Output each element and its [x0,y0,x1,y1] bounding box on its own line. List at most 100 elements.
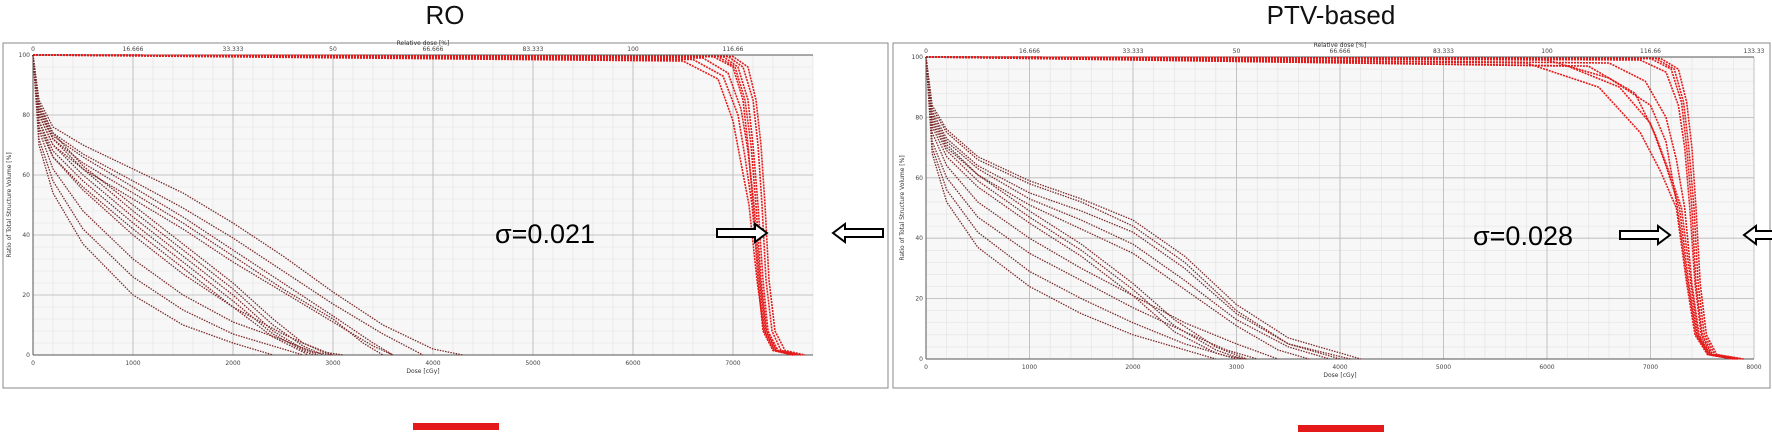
oar-dvh-line-11 [925,56,1237,360]
target-dvh-line-3 [32,54,796,356]
oar-dvh-line-18 [32,54,304,356]
y-axis-label: Ratio of Total Structure Volume [%] [6,152,13,257]
top-tick-label: 16.666 [123,46,144,53]
y-tick-label: 60 [22,172,30,179]
y-axis-label: Ratio of Total Structure Volume [%] [899,155,906,260]
y-tick-label: 60 [915,175,923,182]
x-axis-label: Dose [cGy] [1323,372,1356,379]
x-tick-label: 6000 [625,360,640,367]
x-tick-label: 7000 [1643,364,1658,371]
arrow-right-pointing-icon [716,222,769,244]
top-tick-label: 33.333 [1123,48,1144,55]
x-tick-label: 7000 [725,360,740,367]
top-tick-label: 83.333 [1433,48,1454,55]
panel-title-ptv-based: PTV-based [1266,0,1396,30]
oar-dvh-line-13 [925,56,1361,360]
x-axis-label: Dose [cGy] [406,368,439,375]
target-dvh-line-2 [32,54,802,356]
top-tick-label: 116.66 [723,46,744,53]
target-dvh-line-4 [32,54,794,356]
top-tick-label: 50 [1233,48,1241,55]
y-tick-label: 0 [26,352,30,359]
chart-panel-1: 0 1000 2000 3000 4000 5000 6000 7000 80000204060… [892,42,1772,432]
x-tick-label: 0 [924,364,928,371]
x-tick-label: 5000 [525,360,540,367]
top-tick-label: 133.33 [1744,48,1765,55]
oar-dvh-line-17 [32,54,334,356]
x-tick-label: 4000 [425,360,440,367]
x-tick-label: 0 [31,360,35,367]
y-tick-label: 100 [912,54,924,61]
top-tick-label: 16.666 [1019,48,1040,55]
y-tick-label: 20 [915,296,923,303]
x-tick-label: 2000 [225,360,240,367]
x-tick-label: 2000 [1125,364,1140,371]
target-dvh-line-6 [32,54,798,356]
oar-dvh-line-16 [32,54,344,356]
oar-dvh-line-17 [925,56,1247,360]
y-tick-label: 0 [919,356,923,363]
sigma-annotation: σ=0.021 [495,219,595,249]
target-dvh-line-2 [925,56,1738,360]
x-tick-label: 3000 [1229,364,1244,371]
oar-dvh-line-14 [925,56,1310,360]
top-tick-label: 100 [1541,48,1553,55]
y-tick-label: 80 [915,114,923,121]
oar-dvh-line-11 [32,54,334,356]
top-axis-label: Relative dose [%] [397,40,450,47]
target-dvh-line-3 [925,56,1736,360]
oar-dvh-line-14 [32,54,424,356]
top-tick-label: 66.666 [1330,48,1351,55]
oar-dvh-line-19 [925,56,1351,360]
top-axis-label: Relative dose [%] [1314,42,1367,49]
top-tick-label: 100 [627,46,639,53]
target-dvh-line-1 [925,56,1742,360]
y-tick-label: 100 [19,52,31,59]
y-tick-label: 40 [22,232,30,239]
oar-dvh-line-10 [32,54,314,356]
arrow-left-pointing-icon [1742,224,1772,246]
oar-dvh-line-15 [925,56,1279,360]
x-tick-label: 1000 [125,360,140,367]
oar-dvh-line-8 [32,54,324,356]
panel-title-ro: RO [425,0,465,30]
y-tick-label: 40 [915,235,923,242]
plot-area [33,55,813,355]
target-dvh-line-7 [32,54,794,356]
oar-dvh-line-10 [925,56,1242,360]
top-tick-label: 116.66 [1640,48,1661,55]
top-tick-label: 0 [924,48,928,55]
oar-dvh-line-18 [925,56,1216,360]
top-tick-label: 66.666 [423,46,444,53]
target-dvh-line-0 [32,54,794,356]
oar-dvh-line-9 [925,56,1248,360]
target-dvh-line-8 [925,56,1736,360]
horizontal-scroll-indicator [1298,425,1384,432]
target-dvh-line-7 [925,56,1744,360]
arrow-right-pointing-icon [1619,224,1672,246]
sigma-annotation: σ=0.028 [1473,221,1573,251]
x-tick-label: 1000 [1022,364,1037,371]
target-dvh-line-1 [32,54,799,356]
x-tick-label: 4000 [1332,364,1347,371]
target-dvh-line-0 [925,56,1739,360]
target-dvh-line-4 [925,56,1734,360]
x-tick-label: 3000 [325,360,340,367]
top-tick-label: 83.333 [523,46,544,53]
x-tick-label: 6000 [1539,364,1554,371]
y-tick-label: 80 [22,112,30,119]
x-tick-label: 8000 [1746,364,1761,371]
oar-dvh-line-20 [32,54,394,356]
target-dvh-line-5 [925,56,1734,360]
oar-dvh-line-19 [32,54,274,356]
x-tick-label: 5000 [1436,364,1451,371]
arrow-left-pointing-icon [831,222,884,244]
target-dvh-line-5 [32,54,806,356]
oar-dvh-line-13 [32,54,464,356]
y-tick-label: 20 [22,292,30,299]
top-tick-label: 0 [31,46,35,53]
top-tick-label: 33.333 [223,46,244,53]
top-tick-label: 50 [329,46,337,53]
horizontal-scroll-indicator [413,423,499,430]
